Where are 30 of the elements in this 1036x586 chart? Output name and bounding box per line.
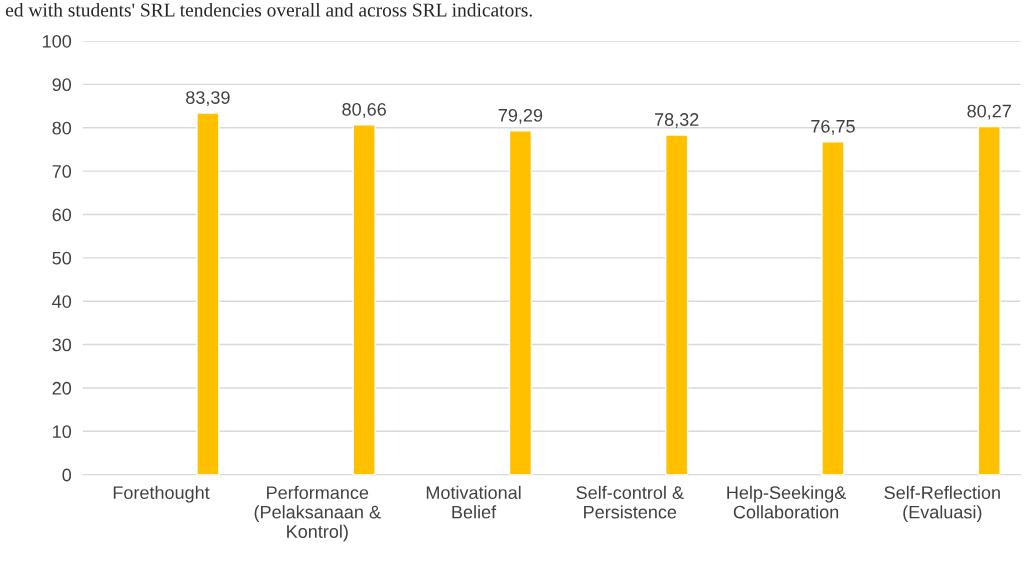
data-label: 76,75 xyxy=(811,119,855,135)
y-tick-label: 10 xyxy=(53,425,72,439)
y-tick-label: 20 xyxy=(52,381,72,395)
x-tick-label: Motivational Belief xyxy=(426,485,521,519)
y-tick-label: 70 xyxy=(52,165,72,178)
data-label: 79,29 xyxy=(498,108,543,124)
y-tick-label: 90 xyxy=(52,78,72,92)
data-label: 80,27 xyxy=(967,104,1011,120)
bar xyxy=(821,141,845,475)
y-tick-label: 60 xyxy=(52,208,72,222)
x-tick-label: Help-Seeking& Collaboration xyxy=(727,485,846,519)
bar xyxy=(665,134,689,475)
y-tick-label: 40 xyxy=(52,295,72,308)
text: ed with students' SRL tendencies overall and across SRL indicators. xyxy=(5,2,532,17)
data-label: 83,39 xyxy=(186,91,230,107)
bar xyxy=(196,112,220,475)
data-label: 78,32 xyxy=(655,113,699,129)
bar xyxy=(508,130,533,475)
x-tick-label: Forethought xyxy=(113,485,210,503)
y-tick-label: 50 xyxy=(52,251,72,265)
data-label: 80,66 xyxy=(342,102,386,118)
y-tick-label: 80 xyxy=(52,121,72,135)
x-tick-label: Self-control & Persistence xyxy=(576,485,684,519)
y-tick-label: 0 xyxy=(62,468,72,482)
y-tick-label: 100 xyxy=(43,34,72,48)
bar xyxy=(977,125,1001,475)
x-tick-label: Performance (Pelaksanaan & Kontrol) xyxy=(254,485,381,542)
x-tick-label: Self-Reflection (Evaluasi) xyxy=(884,485,1000,523)
bar xyxy=(352,124,376,475)
y-tick-label: 30 xyxy=(52,338,72,352)
